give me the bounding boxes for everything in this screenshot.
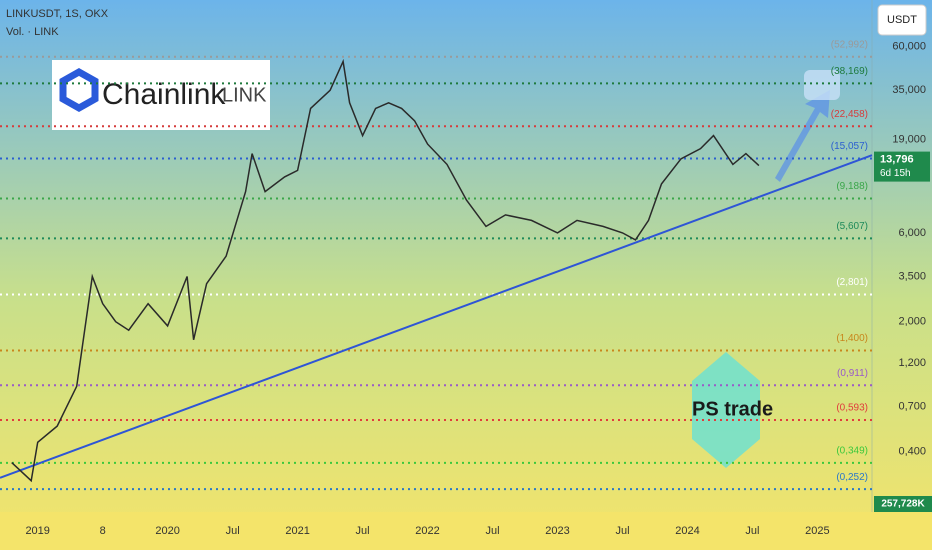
fib-label: (22,458) bbox=[831, 109, 868, 120]
x-tick-label: 2020 bbox=[155, 525, 179, 537]
y-tick-label: 0,400 bbox=[898, 446, 926, 458]
x-tick-label: Jul bbox=[356, 525, 370, 537]
fib-label: (1,400) bbox=[836, 333, 868, 344]
x-tick-label: 2022 bbox=[415, 525, 439, 537]
x-tick-label: 2025 bbox=[805, 525, 829, 537]
countdown: 6d 15h bbox=[880, 168, 911, 179]
y-tick-label: 6,000 bbox=[898, 227, 926, 239]
symbol: LINKUSDT, 1S, OKX bbox=[6, 8, 109, 20]
x-tick-label: 2021 bbox=[285, 525, 309, 537]
price-label: 13,796 bbox=[880, 154, 914, 166]
fib-label: (9,188) bbox=[836, 181, 868, 192]
x-tick-label: 2024 bbox=[675, 525, 699, 537]
fib-label: (0,349) bbox=[836, 445, 868, 456]
fib-label: (15,057) bbox=[831, 141, 868, 152]
target-arrow bbox=[775, 90, 830, 182]
chainlink-logo bbox=[52, 60, 270, 130]
x-tick-label: 2019 bbox=[25, 525, 49, 537]
y-tick-label: 2,000 bbox=[898, 316, 926, 328]
price-tag bbox=[874, 151, 930, 182]
fib-label: (52,992) bbox=[831, 39, 868, 50]
fib-label: (0,911) bbox=[837, 368, 868, 379]
x-axis-area bbox=[0, 512, 932, 550]
y-tick-label: 0,700 bbox=[898, 400, 926, 412]
x-tick-label: Jul bbox=[615, 525, 629, 537]
y-tick-label: 19,000 bbox=[892, 134, 926, 146]
y-tick-label: 60,000 bbox=[892, 41, 926, 53]
fib-label: (5,607) bbox=[836, 221, 868, 232]
brand: PS trade bbox=[692, 398, 773, 420]
currency-button[interactable] bbox=[877, 4, 927, 36]
y-tick-label: 1,200 bbox=[898, 357, 926, 369]
fib-label: (2,801) bbox=[836, 277, 868, 288]
trendline bbox=[0, 154, 873, 479]
fib-label: (0,593) bbox=[836, 403, 868, 414]
volume-tag bbox=[874, 496, 932, 512]
fib-label: (38,169) bbox=[831, 66, 868, 77]
x-tick-label: 2023 bbox=[545, 525, 569, 537]
target-zone bbox=[804, 70, 840, 100]
x-tick-label: Jul bbox=[485, 525, 499, 537]
logo-ticker: LINK bbox=[222, 84, 267, 106]
x-tick-label: 8 bbox=[100, 525, 106, 537]
volume-title: Vol. · LINK bbox=[6, 26, 59, 38]
currency[interactable]: USDT bbox=[887, 14, 917, 26]
x-tick-label: Jul bbox=[745, 525, 759, 537]
x-tick-label: Jul bbox=[226, 525, 240, 537]
chainlink-icon bbox=[59, 67, 99, 113]
y-tick-label: 3,500 bbox=[898, 270, 926, 282]
ps-logo bbox=[692, 352, 760, 468]
price-line bbox=[11, 58, 760, 483]
y-tick-label: 35,000 bbox=[892, 84, 926, 96]
fib-label: (0,252) bbox=[836, 472, 868, 483]
volume-label: 257,728K bbox=[881, 499, 925, 510]
